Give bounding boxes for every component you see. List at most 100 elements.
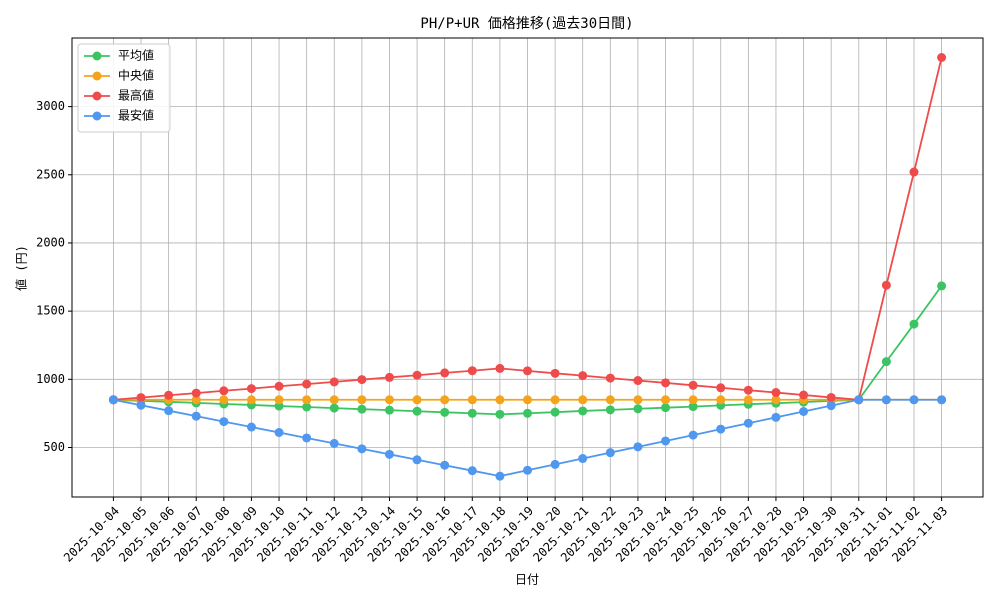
legend-label: 中央値 [118, 68, 154, 83]
data-point [633, 376, 643, 386]
data-point [743, 418, 753, 428]
y-axis-label: 値 (円) [14, 245, 29, 291]
chart-title: PH/P+UR 価格推移(過去30日間) [420, 16, 633, 32]
data-point [937, 281, 947, 291]
data-point [909, 319, 919, 329]
data-point [384, 372, 394, 382]
data-point [826, 401, 836, 411]
y-tick-label: 500 [43, 440, 65, 454]
data-point [108, 395, 118, 405]
data-point [523, 408, 532, 418]
data-point [716, 383, 726, 393]
x-axis-label: 日付 [515, 573, 539, 587]
data-point [329, 403, 339, 413]
data-point [661, 395, 671, 405]
data-point [329, 377, 339, 387]
data-point [357, 404, 367, 414]
data-point [495, 395, 505, 405]
data-point [136, 400, 146, 410]
data-point [357, 375, 367, 385]
data-point [550, 407, 560, 417]
data-point [302, 402, 312, 412]
data-point [412, 395, 422, 405]
data-point [384, 449, 394, 459]
data-point [799, 390, 809, 400]
data-point [661, 378, 671, 388]
data-point [274, 381, 284, 391]
data-point [523, 395, 532, 405]
data-point [661, 403, 671, 413]
data-point [688, 395, 698, 405]
data-point [329, 395, 339, 405]
y-tick-label: 3000 [36, 99, 65, 113]
data-point [688, 380, 698, 390]
data-point [191, 411, 201, 421]
data-point [246, 384, 256, 394]
data-point [578, 371, 588, 381]
data-point [440, 460, 450, 470]
data-point [688, 402, 698, 412]
data-point [467, 366, 477, 376]
legend-marker [92, 51, 102, 61]
data-point [633, 395, 643, 405]
data-point [605, 395, 615, 405]
data-point [909, 395, 919, 405]
legend-box [77, 43, 171, 133]
data-point [302, 433, 312, 443]
data-point [881, 357, 891, 367]
data-point [661, 436, 671, 446]
y-tick-label: 1500 [36, 304, 65, 318]
data-point [854, 395, 864, 405]
data-point [440, 368, 450, 378]
data-point [743, 385, 753, 395]
data-point [937, 395, 947, 405]
data-point [274, 395, 284, 405]
legend-label: 平均値 [118, 48, 154, 63]
data-point [219, 395, 229, 405]
data-point [357, 444, 367, 454]
data-point [246, 422, 256, 432]
data-point [909, 167, 919, 177]
data-point [550, 459, 560, 469]
data-point [274, 401, 284, 411]
data-point [164, 390, 174, 400]
data-point [523, 366, 532, 376]
data-point [329, 438, 339, 448]
data-point [412, 406, 422, 416]
y-tick-label: 2500 [36, 167, 65, 181]
data-point [191, 395, 201, 405]
data-point [743, 395, 753, 405]
data-point [688, 430, 698, 440]
legend-label: 最高値 [118, 88, 154, 103]
legend-marker [92, 71, 102, 81]
plot: 500100015002000250030002025-10-042025-10… [36, 37, 984, 565]
data-point [771, 412, 781, 422]
data-point [384, 395, 394, 405]
data-point [881, 280, 891, 290]
axes-frame [71, 37, 984, 498]
data-point [384, 405, 394, 415]
data-point [605, 448, 615, 458]
data-point [191, 388, 201, 398]
data-point [578, 454, 588, 464]
data-point [467, 466, 477, 476]
data-point [274, 428, 284, 437]
legend-marker [92, 111, 102, 121]
data-point [302, 379, 312, 389]
data-point [412, 370, 422, 380]
data-point [771, 395, 781, 405]
data-point [136, 393, 146, 403]
data-point [826, 392, 836, 402]
data-point [357, 395, 367, 405]
data-point [302, 395, 312, 405]
y-tick-label: 1000 [36, 372, 65, 386]
data-point [605, 373, 615, 383]
data-point [495, 363, 505, 373]
legend-label: 最安値 [118, 108, 154, 123]
data-point [246, 395, 256, 405]
data-point [219, 386, 229, 396]
data-point [881, 395, 891, 405]
data-point [799, 407, 809, 416]
data-point [523, 465, 532, 475]
data-point [550, 368, 560, 378]
